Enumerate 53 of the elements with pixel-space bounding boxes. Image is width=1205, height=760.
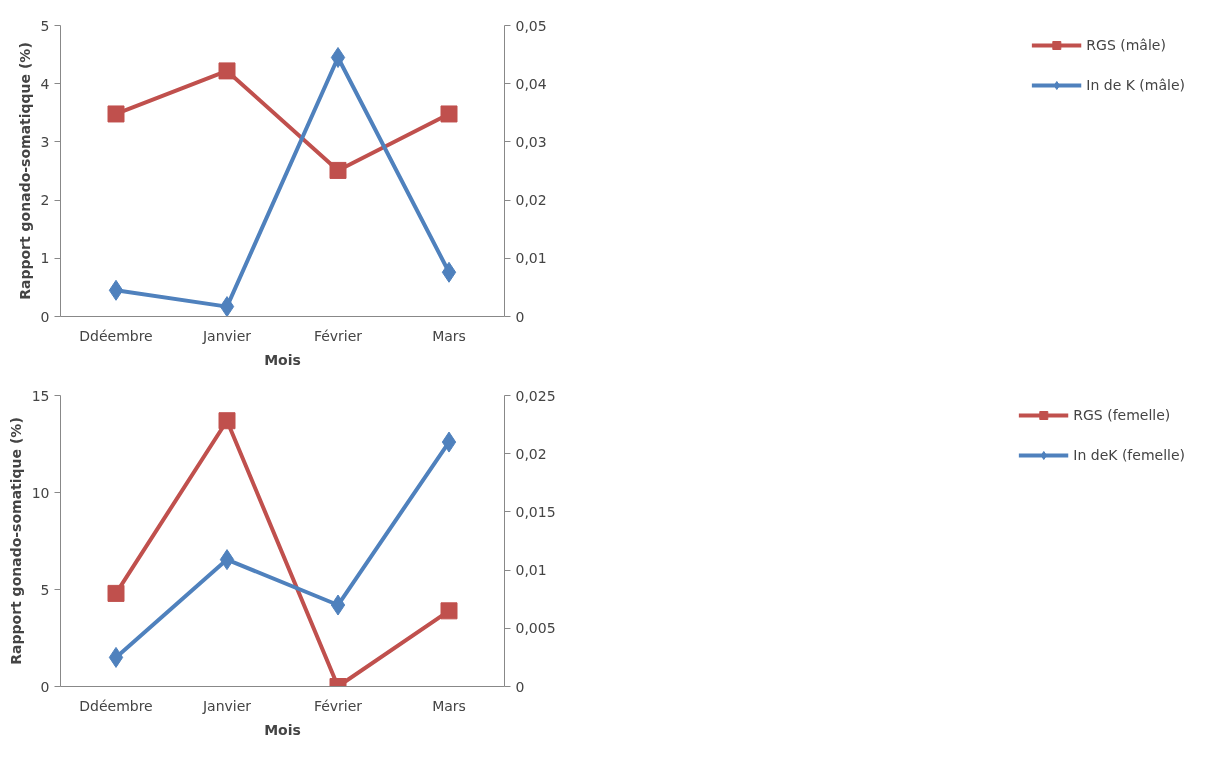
point (440, 602, 458, 620)
y2-tick-label: 0,02 (515, 445, 547, 462)
y2-tick-label: 0,04 (515, 75, 547, 92)
y-tick-label: 1 (40, 250, 50, 267)
y-tick-label: 4 (40, 75, 50, 92)
y2-tick-label: 0,015 (515, 503, 556, 520)
y2-tick-label: 0,005 (515, 620, 556, 637)
point (218, 412, 236, 430)
y2-tick-label: 0 (515, 678, 525, 695)
point (218, 62, 236, 80)
point (440, 105, 458, 123)
y-tick-label: 5 (40, 581, 50, 598)
legend-label: RGS (mâle) (1086, 37, 1166, 53)
x-tick-label: Mars (432, 697, 466, 714)
x-tick-label: Janvier (201, 327, 252, 344)
y2-tick-label: 0 (515, 308, 525, 325)
y-tick-label: 0 (40, 308, 50, 325)
y-tick-label: 5 (40, 17, 50, 34)
y-tick-label: 0 (40, 678, 50, 695)
point (107, 105, 125, 123)
point (329, 161, 347, 179)
x-axis-title: Mois (264, 721, 301, 738)
y-tick-label: 15 (31, 387, 50, 404)
x-tick-label: Janvier (201, 697, 252, 714)
x-tick-label: Février (313, 327, 363, 344)
y2-tick-label: 0,01 (515, 562, 547, 579)
y-axis-title: Rapport gonado-somatiqque (%) (16, 42, 33, 300)
y-tick-label: 10 (31, 484, 50, 501)
y-axis-title: Rapport gonado-somatique (%) (7, 417, 24, 665)
point (219, 296, 235, 317)
point (441, 261, 457, 283)
y2-tick-label: 0,02 (515, 192, 547, 209)
point (330, 594, 346, 616)
y2-tick-label: 0,03 (515, 133, 547, 150)
x-tick-label: Février (313, 697, 363, 714)
legend-label: RGS (femelle) (1073, 407, 1171, 423)
point (108, 646, 124, 668)
point (107, 584, 125, 602)
x-tick-label: Mars (432, 327, 466, 344)
point (219, 549, 235, 571)
y-tick-label: 3 (40, 133, 50, 150)
point (330, 47, 346, 69)
point (441, 431, 457, 453)
y2-tick-label: 0,01 (515, 250, 547, 267)
y-tick-label: 2 (40, 192, 50, 209)
x-tick-label: Ddéembre (79, 327, 153, 344)
legend-label: In de K (mâle) (1086, 77, 1185, 93)
y2-tick-label: 0,025 (515, 387, 556, 404)
x-tick-label: Ddéembre (79, 697, 153, 714)
point (108, 279, 124, 301)
x-axis-title: Mois (264, 351, 301, 368)
legend-label: In deK (femelle) (1073, 447, 1185, 463)
y2-tick-label: 0,05 (515, 17, 547, 34)
